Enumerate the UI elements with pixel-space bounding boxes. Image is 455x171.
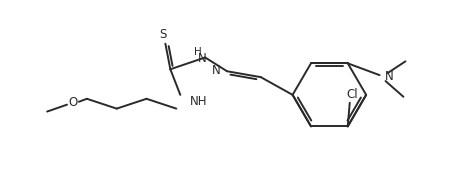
Text: N: N <box>384 70 393 83</box>
Text: S: S <box>160 28 167 41</box>
Text: Cl: Cl <box>346 88 358 101</box>
Text: H: H <box>194 47 202 57</box>
Text: O: O <box>68 96 77 109</box>
Text: NH: NH <box>190 95 208 108</box>
Text: N: N <box>212 64 221 77</box>
Text: N: N <box>197 52 206 65</box>
